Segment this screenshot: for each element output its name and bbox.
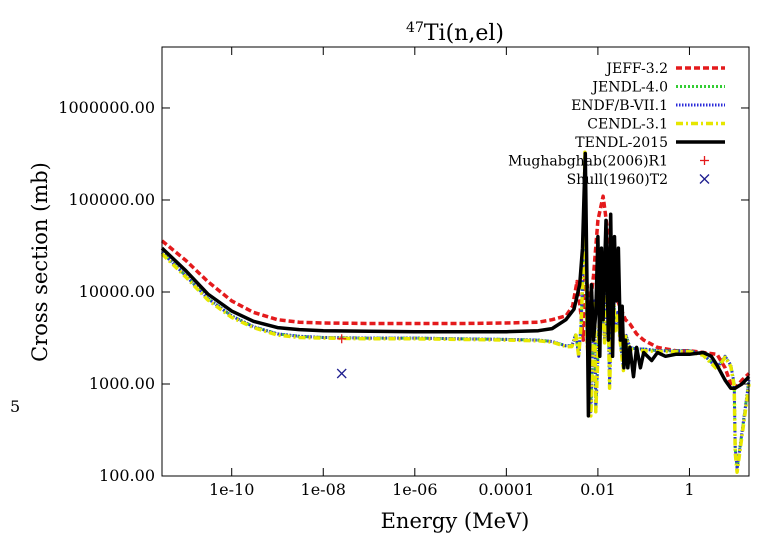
legend-item-jeff-3-2: JEFF-3.2 xyxy=(604,61,725,77)
legend-item-mughabghab-2006-r1: Mughabghab(2006)R1 xyxy=(508,154,709,170)
chart-title: 47Ti(n,el) xyxy=(406,20,504,46)
series-line-tendl-2015 xyxy=(160,151,751,418)
y-tick-label: 100.00 xyxy=(99,466,155,485)
x-tick-label: 1 xyxy=(684,480,694,499)
legend-marker xyxy=(699,174,710,184)
x-tick-label: 0.0001 xyxy=(478,480,534,499)
plot-frame xyxy=(161,46,750,477)
y-tick-label: 10000.00 xyxy=(79,282,155,301)
y-tick-label: 100000.00 xyxy=(68,190,155,209)
legend-label: Mughabghab(2006)R1 xyxy=(508,154,668,170)
chart-title-text: Ti(n,el) xyxy=(424,21,504,46)
legend-label: CENDL-3.1 xyxy=(587,117,668,133)
legend-item-endf-b-vii-1: ENDF/B-VII.1 xyxy=(571,98,725,114)
legend: JEFF-3.2 JENDL-4.0 ENDF/B-VII.1 CENDL-3.1 TE… xyxy=(508,61,725,188)
data-point-shull-1960-t2 xyxy=(336,368,347,379)
y-axis-title: Cross section (mb) xyxy=(28,162,52,362)
x-tick-label: 1e-06 xyxy=(392,480,437,499)
marker-stroke xyxy=(699,174,710,184)
series-line-jeff-3-2 xyxy=(160,194,751,390)
legend-label: TENDL-2015 xyxy=(575,135,668,151)
chart-title-superscript: 47 xyxy=(406,20,424,36)
legend-marker xyxy=(700,156,709,165)
x-tick-label: 1e-08 xyxy=(301,480,346,499)
legend-label: ENDF/B-VII.1 xyxy=(571,98,668,114)
x-tick-label: 0.01 xyxy=(580,480,616,499)
marker-stroke xyxy=(336,368,347,379)
legend-label: JEFF-3.2 xyxy=(604,61,668,77)
data-point-mughabghab-2006-r1 xyxy=(337,334,347,344)
legend-item-shull-1960-t2: Shull(1960)T2 xyxy=(567,172,710,188)
legend-item-jendl-4-0: JENDL-4.0 xyxy=(590,80,725,96)
y-tick-label: 1000000.00 xyxy=(58,98,155,117)
legend-label: JENDL-4.0 xyxy=(590,80,668,96)
plot-markers xyxy=(336,334,347,379)
x-tick-label: 1e-10 xyxy=(209,480,254,499)
y-tick-label: 1000.00 xyxy=(89,374,155,393)
plot-lines xyxy=(160,150,751,474)
x-axis-title: Energy (MeV) xyxy=(381,509,530,533)
axis-ticks: 1e-10 1e-08 1e-06 0.0001 0.01 1 100.00 1000.00 1… xyxy=(58,47,749,499)
series-line-cendl-3-1 xyxy=(160,150,751,474)
page-margin-label: 5 xyxy=(10,397,20,416)
legend-item-tendl-2015: TENDL-2015 xyxy=(575,135,725,151)
legend-label: Shull(1960)T2 xyxy=(567,172,668,188)
legend-item-cendl-3-1: CENDL-3.1 xyxy=(587,117,725,133)
